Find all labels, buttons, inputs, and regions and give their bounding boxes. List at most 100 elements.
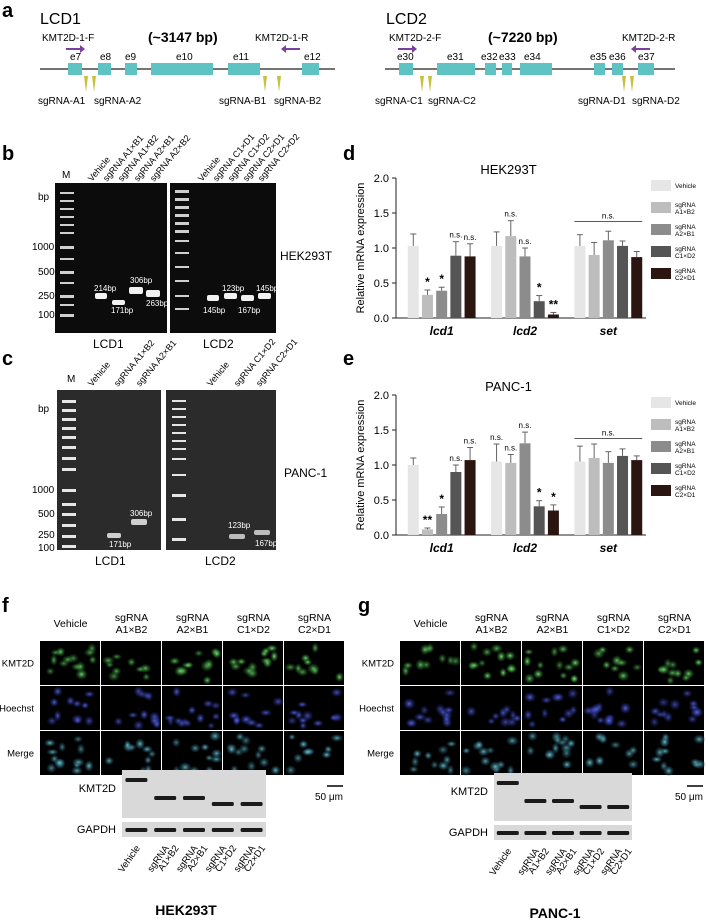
legend-swatch	[651, 463, 671, 474]
cell-nucleus	[71, 766, 83, 775]
ladder-100: 100	[38, 543, 55, 554]
ladder-500: 500	[38, 509, 55, 520]
cell-nucleus	[181, 662, 194, 669]
legend-swatch	[651, 485, 671, 496]
cell-nucleus	[443, 706, 454, 714]
gel-ladder-c2	[172, 400, 186, 541]
significance-label: n.s.	[490, 433, 503, 442]
bar	[421, 529, 433, 535]
cell-nucleus	[694, 658, 703, 667]
x-tick-label: lcd2	[513, 541, 537, 555]
bar	[617, 455, 629, 535]
cell-nucleus	[667, 668, 678, 677]
cell-nucleus	[504, 651, 516, 661]
cell-nucleus	[687, 715, 698, 724]
cell-line-label: PANC-1	[529, 905, 580, 921]
exon-label-e33: e33	[499, 52, 516, 63]
sgrna-a2-label: sgRNA-A2	[94, 96, 142, 107]
blot-band	[183, 796, 205, 800]
cell-nucleus	[331, 688, 343, 697]
cell-nucleus	[183, 719, 192, 728]
cell-line-label: PANC-1	[284, 466, 327, 480]
band-label: 263bp	[146, 299, 169, 308]
marker-label: M	[62, 170, 70, 181]
cell-nucleus	[415, 659, 426, 671]
cell-nucleus	[133, 720, 144, 731]
cell-nucleus	[594, 755, 605, 766]
band-label: 214bp	[94, 284, 117, 293]
exon-label-e9: e9	[125, 52, 137, 63]
exon-label-e36: e36	[609, 52, 626, 63]
cell-nucleus	[73, 735, 83, 743]
x-tick-label: set	[600, 324, 618, 338]
cell-nucleus	[104, 756, 114, 765]
cell-nucleus	[84, 760, 94, 772]
cell-nucleus	[691, 707, 703, 718]
cell-nucleus	[196, 713, 205, 724]
cell-nucleus	[102, 656, 115, 665]
scale-bar-label: 50 μm	[675, 792, 703, 803]
cell-nucleus	[144, 691, 154, 702]
bar	[574, 245, 586, 318]
exon-e9	[125, 63, 137, 75]
cell-nucleus	[303, 658, 312, 666]
lane-label: Vehicle	[86, 360, 112, 389]
y-axis-label: Relative mRNA expression	[355, 183, 367, 314]
significance-label: **	[423, 513, 433, 527]
lane-label: Vehicle	[205, 360, 231, 389]
gel-ladder-b2	[175, 190, 189, 310]
legend-swatch	[651, 268, 671, 279]
cell-nucleus	[570, 658, 581, 668]
cell-nucleus	[243, 666, 255, 676]
cell-nucleus	[475, 740, 484, 749]
cell-nucleus	[75, 669, 88, 680]
cell-nucleus	[288, 734, 296, 741]
cell-nucleus	[506, 736, 519, 746]
lcd2-primer-r-label: KMT2D-2-R	[622, 33, 675, 44]
sgrna-c1-label: sgRNA-C1	[375, 96, 423, 107]
cell-nucleus	[524, 648, 534, 655]
lcd1-primer-f-label: KMT2D-1-F	[42, 33, 94, 44]
cell-nucleus	[254, 750, 262, 760]
x-tick-label: lcd2	[513, 324, 537, 338]
cell-nucleus	[594, 732, 604, 742]
cell-nucleus	[681, 674, 691, 682]
cell-nucleus	[232, 715, 241, 726]
panel-f-letter: f	[2, 595, 9, 617]
band-label: 145bp	[256, 284, 279, 293]
y-tick-label: 1.0	[374, 460, 389, 472]
exon-e33	[502, 63, 512, 75]
column-header: sgRNA	[115, 612, 148, 624]
exon-label-e30: e30	[397, 52, 414, 63]
cell-nucleus	[270, 650, 279, 662]
row-label: Hoechst	[0, 704, 34, 715]
blot-band	[154, 828, 177, 832]
panel-b-letter: b	[2, 143, 14, 165]
cell-nucleus	[288, 709, 300, 716]
cell-nucleus	[602, 660, 611, 670]
cell-nucleus	[88, 655, 97, 665]
cell-nucleus	[330, 734, 343, 742]
cell-nucleus	[307, 663, 320, 674]
cell-nucleus	[240, 735, 251, 746]
exon-label-e34: e34	[524, 52, 541, 63]
cell-nucleus	[663, 658, 672, 669]
cell-nucleus	[442, 714, 452, 724]
bar	[436, 290, 448, 318]
gel-image-c-lcd2	[166, 390, 276, 550]
cell-nucleus	[660, 709, 668, 719]
cell-nucleus	[615, 658, 628, 667]
gel-label-lcd2: LCD2	[203, 337, 234, 351]
cell-nucleus	[46, 763, 57, 773]
cell-nucleus	[527, 731, 538, 741]
cell-nucleus	[659, 736, 670, 748]
cell-nucleus	[311, 642, 319, 654]
cell-nucleus	[284, 663, 297, 672]
cell-nucleus	[483, 671, 492, 680]
cell-nucleus	[405, 719, 417, 728]
cell-nucleus	[297, 701, 308, 708]
exon-e12	[302, 63, 319, 75]
cell-nucleus	[58, 742, 66, 752]
y-tick-label: 1.5	[374, 425, 389, 437]
exon-label-e32: e32	[481, 52, 498, 63]
